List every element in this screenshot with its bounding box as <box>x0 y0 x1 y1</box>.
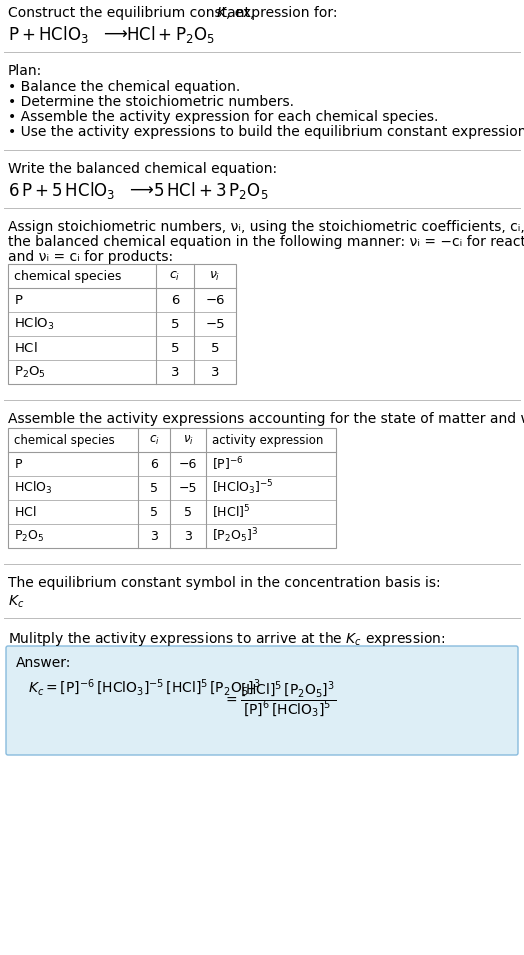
Text: Mulitply the activity expressions to arrive at the $K_c$ expression:: Mulitply the activity expressions to arr… <box>8 630 445 648</box>
Text: $[\mathrm{P_2O_5}]^{3}$: $[\mathrm{P_2O_5}]^{3}$ <box>212 526 258 545</box>
Text: −6: −6 <box>179 457 197 471</box>
Text: 5: 5 <box>171 342 179 354</box>
Text: • Determine the stoichiometric numbers.: • Determine the stoichiometric numbers. <box>8 95 294 109</box>
Text: $\mathrm{HCl}$: $\mathrm{HCl}$ <box>14 341 38 355</box>
Text: 3: 3 <box>171 366 179 378</box>
Text: The equilibrium constant symbol in the concentration basis is:: The equilibrium constant symbol in the c… <box>8 576 441 590</box>
Text: 6: 6 <box>171 293 179 307</box>
Text: $\mathrm{HClO_3}$: $\mathrm{HClO_3}$ <box>14 316 54 332</box>
Text: $\longrightarrow$: $\longrightarrow$ <box>100 24 128 42</box>
Text: $\mathrm{P}$: $\mathrm{P}$ <box>14 293 24 307</box>
Text: Assign stoichiometric numbers, νᵢ, using the stoichiometric coefficients, cᵢ, fr: Assign stoichiometric numbers, νᵢ, using… <box>8 220 524 234</box>
Text: 3: 3 <box>184 529 192 542</box>
Text: $= \dfrac{[\mathrm{HCl}]^{5}\,[\mathrm{P_2O_5}]^{3}}{[\mathrm{P}]^{6}\,[\mathrm{: $= \dfrac{[\mathrm{HCl}]^{5}\,[\mathrm{P… <box>223 680 336 720</box>
Text: −5: −5 <box>205 317 225 330</box>
Text: $\nu_i$: $\nu_i$ <box>209 269 221 283</box>
Bar <box>8 264 236 384</box>
Text: • Assemble the activity expression for each chemical species.: • Assemble the activity expression for e… <box>8 110 439 124</box>
Text: Answer:: Answer: <box>16 656 71 670</box>
Text: 3: 3 <box>150 529 158 542</box>
Text: $\mathrm{5\,HCl + 3\,P_2O_5}$: $\mathrm{5\,HCl + 3\,P_2O_5}$ <box>153 180 268 201</box>
Text: 3: 3 <box>211 366 219 378</box>
Text: −5: −5 <box>179 481 197 495</box>
Text: 5: 5 <box>211 342 219 354</box>
Text: 5: 5 <box>184 505 192 519</box>
Text: and νᵢ = cᵢ for products:: and νᵢ = cᵢ for products: <box>8 250 173 264</box>
Text: chemical species: chemical species <box>14 269 122 283</box>
Text: $\mathrm{P_2O_5}$: $\mathrm{P_2O_5}$ <box>14 365 46 379</box>
Text: $\mathrm{HClO_3}$: $\mathrm{HClO_3}$ <box>14 480 52 496</box>
Text: $\longrightarrow$: $\longrightarrow$ <box>126 180 154 198</box>
Text: $K_c$: $K_c$ <box>8 594 24 610</box>
Text: −6: −6 <box>205 293 225 307</box>
Text: 5: 5 <box>150 505 158 519</box>
Text: 5: 5 <box>150 481 158 495</box>
Text: • Balance the chemical equation.: • Balance the chemical equation. <box>8 80 240 94</box>
Text: $[\mathrm{HClO_3}]^{-5}$: $[\mathrm{HClO_3}]^{-5}$ <box>212 478 274 498</box>
Text: 6: 6 <box>150 457 158 471</box>
Text: $\mathrm{HCl + P_2O_5}$: $\mathrm{HCl + P_2O_5}$ <box>126 24 215 45</box>
Text: Plan:: Plan: <box>8 64 42 78</box>
Text: $K$: $K$ <box>216 6 228 20</box>
Text: $[\mathrm{HCl}]^{5}$: $[\mathrm{HCl}]^{5}$ <box>212 503 250 520</box>
Text: • Use the activity expressions to build the equilibrium constant expression.: • Use the activity expressions to build … <box>8 125 524 139</box>
Text: the balanced chemical equation in the following manner: νᵢ = −cᵢ for reactants: the balanced chemical equation in the fo… <box>8 235 524 249</box>
Text: $c_i$: $c_i$ <box>149 434 159 447</box>
Text: chemical species: chemical species <box>14 434 115 447</box>
Bar <box>8 428 336 548</box>
Text: Write the balanced chemical equation:: Write the balanced chemical equation: <box>8 162 277 176</box>
Text: $\mathrm{P}$: $\mathrm{P}$ <box>14 457 23 471</box>
Text: $c_i$: $c_i$ <box>169 269 181 283</box>
Text: $\mathrm{6\,P + 5\,HClO_3}$: $\mathrm{6\,P + 5\,HClO_3}$ <box>8 180 115 201</box>
Text: , expression for:: , expression for: <box>226 6 337 20</box>
Text: Construct the equilibrium constant,: Construct the equilibrium constant, <box>8 6 259 20</box>
Text: $\mathrm{P_2O_5}$: $\mathrm{P_2O_5}$ <box>14 528 45 543</box>
Text: $[\mathrm{P}]^{-6}$: $[\mathrm{P}]^{-6}$ <box>212 456 244 473</box>
Text: $K_c = [\mathrm{P}]^{-6}\,[\mathrm{HClO_3}]^{-5}\,[\mathrm{HCl}]^{5}\,[\mathrm{P: $K_c = [\mathrm{P}]^{-6}\,[\mathrm{HClO_… <box>28 678 260 698</box>
Text: $\nu_i$: $\nu_i$ <box>182 434 193 447</box>
Text: $\mathrm{HCl}$: $\mathrm{HCl}$ <box>14 505 37 519</box>
Text: $\mathrm{P + HClO_3}$: $\mathrm{P + HClO_3}$ <box>8 24 89 45</box>
FancyBboxPatch shape <box>6 646 518 755</box>
Text: Assemble the activity expressions accounting for the state of matter and νᵢ:: Assemble the activity expressions accoun… <box>8 412 524 426</box>
Text: activity expression: activity expression <box>212 434 323 447</box>
Text: 5: 5 <box>171 317 179 330</box>
